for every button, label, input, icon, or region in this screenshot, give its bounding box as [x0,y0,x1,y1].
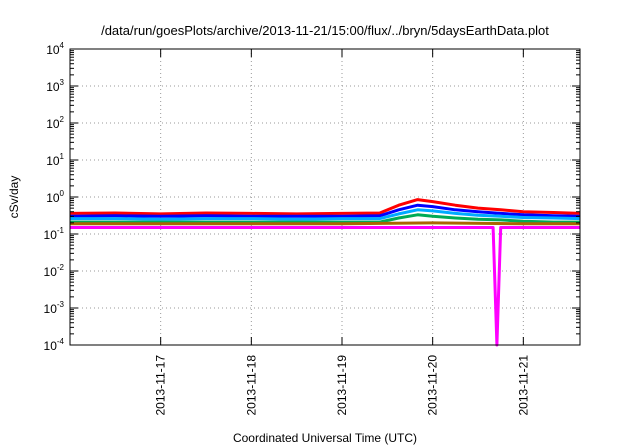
series-line-6 [70,226,580,347]
y-tick-label: 10-2 [44,263,65,279]
series-line-4 [70,213,580,224]
y-tick-label: 104 [46,41,64,57]
y-tick-label: 103 [46,78,64,94]
x-axis-label: Coordinated Universal Time (UTC) [233,431,417,445]
x-tick-label: 2013-11-21 [516,355,530,416]
y-tick-label: 100 [46,189,64,205]
x-tick-label: 2013-11-18 [244,355,258,416]
y-axis-label: cSv/day [7,176,21,219]
x-tick-label: 2013-11-19 [335,355,349,416]
y-tick-label: 10-1 [44,226,65,242]
series-line-5 [70,221,580,226]
series-line-1 [69,198,581,216]
y-tick-label: 10-4 [44,337,65,353]
x-tick-label: 2013-11-17 [154,355,168,416]
chart-title: /data/run/goesPlots/archive/2013-11-21/1… [101,23,549,38]
series-line-3 [70,208,581,221]
y-tick-label: 102 [46,115,64,131]
series-layer [69,198,581,347]
x-tick-label: 2013-11-20 [426,355,440,416]
ticks [70,48,580,346]
x-tick-labels: 2013-11-17 2013-11-18 2013-11-19 2013-11-20… [154,355,531,416]
y-tick-label: 101 [46,152,64,168]
y-tick-labels: 10-4 10-3 10-2 10-1 100 101 102 103 104 [44,41,65,353]
series-line-2 [69,203,581,218]
y-tick-label: 10-3 [44,300,65,316]
